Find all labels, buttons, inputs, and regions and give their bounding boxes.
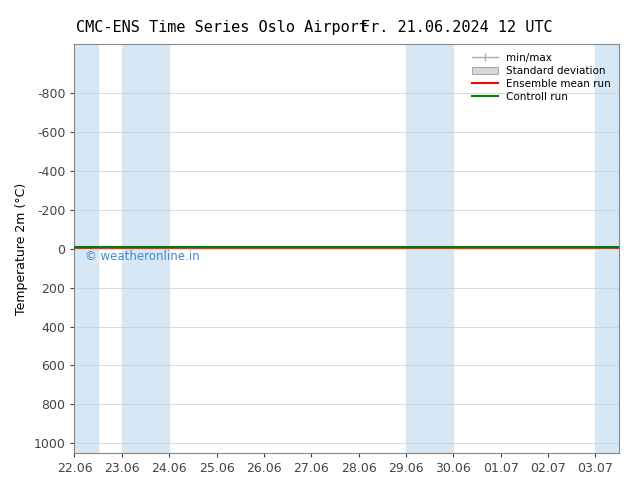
Y-axis label: Temperature 2m (°C): Temperature 2m (°C)	[15, 183, 28, 315]
Bar	[74, 45, 98, 453]
Bar	[406, 45, 453, 453]
Text: CMC-ENS Time Series Oslo Airport: CMC-ENS Time Series Oslo Airport	[76, 20, 368, 35]
Text: © weatheronline.in: © weatheronline.in	[86, 250, 200, 263]
Bar	[122, 45, 169, 453]
Legend: min/max, Standard deviation, Ensemble mean run, Controll run: min/max, Standard deviation, Ensemble me…	[469, 49, 614, 105]
Bar	[595, 45, 619, 453]
Text: Fr. 21.06.2024 12 UTC: Fr. 21.06.2024 12 UTC	[361, 20, 552, 35]
